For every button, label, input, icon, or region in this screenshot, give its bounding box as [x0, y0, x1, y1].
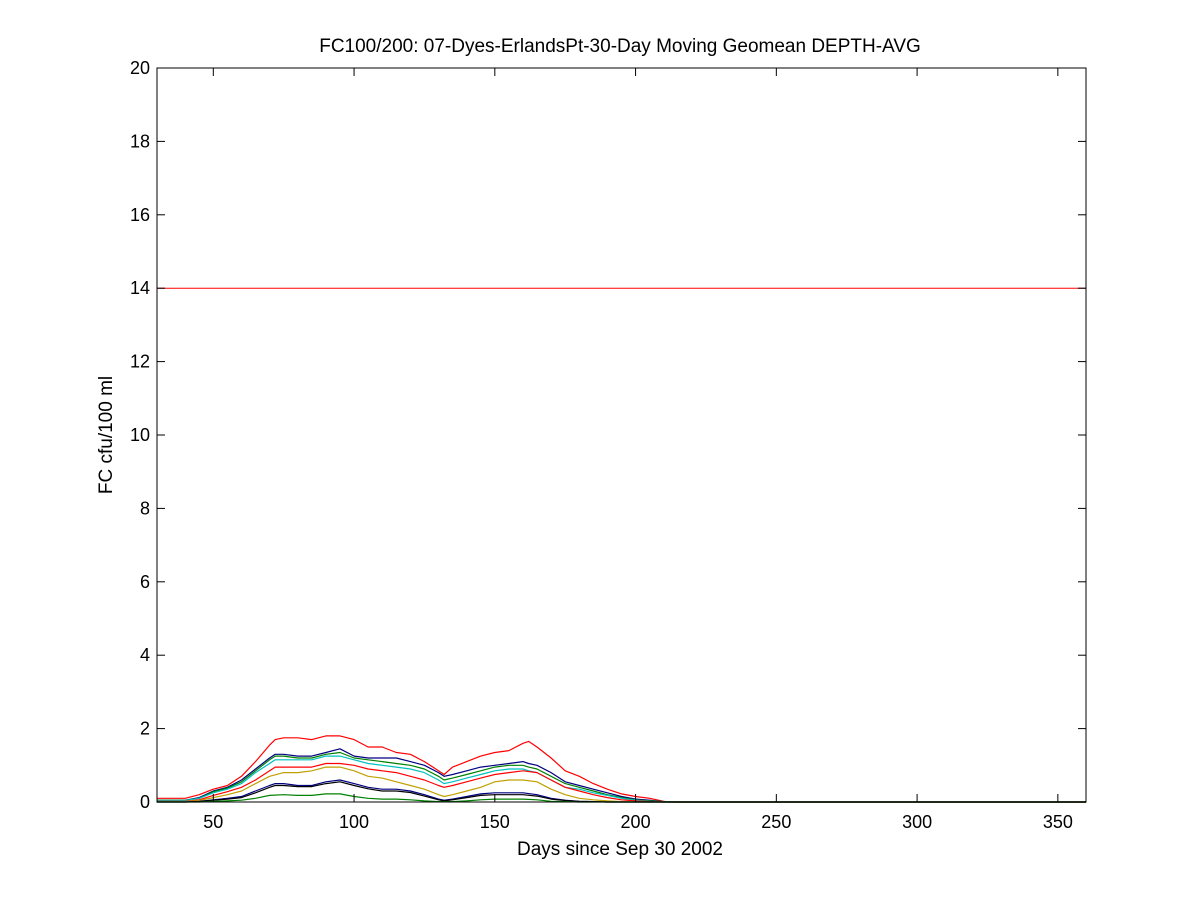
x-tick-label: 200 [621, 812, 651, 832]
x-tick-label: 300 [902, 812, 932, 832]
series-line-9 [157, 793, 1086, 803]
x-tick-label: 250 [761, 812, 791, 832]
y-tick-label: 0 [140, 792, 150, 812]
series-line-5 [157, 762, 1086, 803]
y-tick-label: 2 [140, 719, 150, 739]
y-tick-label: 20 [130, 58, 150, 78]
series-line-3 [157, 751, 1086, 803]
series-line-2 [157, 748, 1086, 803]
series-line-4 [157, 755, 1086, 803]
series-group [157, 735, 1086, 803]
x-tick-label: 100 [339, 812, 369, 832]
y-tick-label: 12 [130, 352, 150, 372]
chart-title: FC100/200: 07-Dyes-ErlandsPt-30-Day Movi… [319, 36, 921, 57]
y-tick-label: 4 [140, 645, 150, 665]
y-tick-label: 8 [140, 498, 150, 518]
plot-background [157, 68, 1086, 802]
y-tick-label: 18 [130, 131, 150, 151]
x-tick-label: 50 [203, 812, 223, 832]
plot-area [157, 68, 1086, 802]
y-tick-label: 16 [130, 205, 150, 225]
y-axis-label: FC cfu/100 ml [96, 376, 117, 494]
x-axis: 50 100 150 200 250 300 350 [203, 68, 1073, 832]
x-tick-label: 150 [480, 812, 510, 832]
series-line-8 [157, 781, 1086, 803]
y-tick-label: 10 [130, 425, 150, 445]
y-tick-label: 14 [130, 278, 150, 298]
series-line-1 [157, 735, 1086, 803]
y-tick-label: 6 [140, 572, 150, 592]
series-line-6 [157, 766, 1086, 803]
x-tick-label: 350 [1043, 812, 1073, 832]
x-axis-label: Days since Sep 30 2002 [517, 839, 723, 860]
y-axis: 0 2 4 6 8 10 12 14 16 18 20 [130, 58, 1086, 812]
